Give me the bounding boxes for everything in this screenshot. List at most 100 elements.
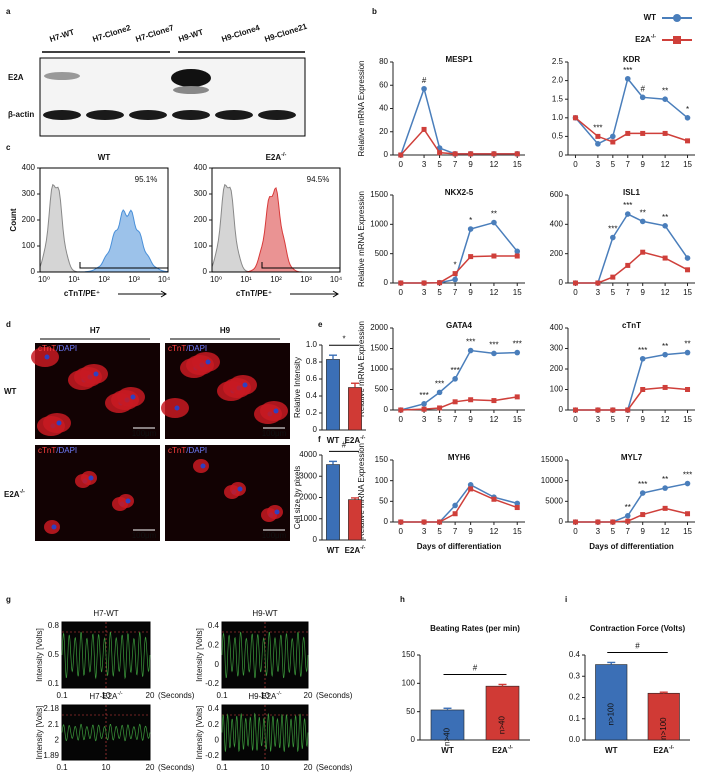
y-tick-label: 0.4	[208, 621, 220, 630]
x-tick-label: 12	[489, 415, 498, 424]
point	[685, 267, 691, 273]
y-tick-label: 100	[375, 476, 389, 485]
x-tick-label: E2A-/-	[345, 435, 366, 445]
x-tick-label: WT	[441, 746, 454, 755]
point	[398, 152, 404, 158]
x-tick-label: 7	[453, 288, 458, 297]
x-tick-label-base: E2A	[492, 746, 508, 755]
y-tick-label: 4000	[299, 450, 317, 459]
y-tick-label: 0	[559, 405, 564, 414]
flow-title: WT	[98, 153, 111, 162]
significance: ***	[419, 391, 428, 400]
y-axis-label: Relative mRNA Expression	[357, 443, 366, 539]
y-tick-label: 400	[550, 323, 564, 332]
bar	[326, 464, 340, 541]
stain-label: cTnT/DAPI	[168, 446, 207, 455]
nucleus	[51, 524, 57, 530]
point	[684, 480, 691, 487]
column-header: H7	[90, 326, 101, 335]
y-tick-label: 500	[375, 249, 389, 258]
point	[625, 407, 631, 413]
band	[258, 110, 296, 120]
y-tick-label: 60	[379, 80, 388, 89]
x-tick-label: 7	[453, 527, 458, 536]
y-tick-label: 200	[550, 249, 564, 258]
y-tick-label: 15000	[541, 455, 564, 464]
trace-signal	[221, 712, 309, 753]
chart-title: cTnT	[622, 321, 641, 330]
panel-label: g	[6, 595, 11, 604]
y-tick-label: 1.89	[43, 751, 59, 760]
point	[491, 496, 497, 502]
y-tick-label: 100	[550, 385, 564, 394]
significance: **	[662, 342, 668, 351]
x-tick-label: 3	[596, 160, 601, 169]
x-tick-label: 10¹	[240, 275, 252, 284]
point	[491, 151, 497, 157]
band	[172, 110, 210, 120]
point	[514, 151, 520, 157]
significance: ***	[513, 340, 522, 349]
y-tick-label: 0.5	[552, 132, 564, 141]
nucleus	[200, 463, 206, 469]
scale-label: 100μm	[132, 531, 157, 540]
flow-title: E2A-/-	[266, 152, 287, 162]
significance: **	[491, 210, 497, 219]
stain-label: cTnT/DAPI	[38, 446, 77, 455]
x-tick-label: 0.1	[56, 691, 68, 700]
point	[436, 389, 443, 396]
y-tick-label: 100	[22, 241, 36, 250]
trace-title: H7-WT	[93, 609, 118, 618]
bar	[326, 359, 340, 431]
significance: *	[342, 334, 345, 343]
blot-row-label: β-actin	[8, 110, 34, 119]
point	[398, 519, 404, 525]
point	[572, 407, 578, 413]
x-tick-label-base: E2A	[345, 546, 361, 555]
point	[684, 349, 691, 356]
point	[639, 218, 646, 225]
point	[662, 223, 668, 229]
y-tick-label: 5000	[545, 496, 563, 505]
point	[514, 253, 520, 259]
x-tick-label: 10	[261, 691, 270, 700]
y-tick-label: 1000	[370, 219, 388, 228]
y-tick-label: 2.5	[552, 57, 564, 66]
trace-signal	[61, 631, 151, 680]
x-tick-label: 7	[453, 160, 458, 169]
point	[610, 519, 616, 525]
y-tick-label: 3000	[299, 471, 317, 480]
y-tick-label: 0.4	[208, 704, 220, 713]
x-tick-label: 10¹	[68, 275, 80, 284]
y-tick-label: 0.6	[306, 374, 318, 383]
trace-title: H9-WT	[252, 609, 277, 618]
y-tick-label: 300	[22, 189, 36, 198]
point	[437, 405, 443, 411]
point	[610, 234, 616, 241]
x-tick-label: 10³	[300, 275, 312, 284]
legend-label-base: E2A	[635, 35, 651, 44]
nucleus	[205, 359, 211, 365]
series-line	[400, 86, 518, 156]
panel-label: f	[318, 435, 321, 444]
y-tick-label: 2.1	[48, 720, 60, 729]
significance: #	[473, 664, 478, 673]
scale-label: 100μm	[132, 429, 157, 438]
significance: ***	[450, 366, 459, 375]
x-tick-label: 7	[626, 160, 631, 169]
y-axis-label: Relative mRNA Expression	[357, 191, 366, 287]
legend-label-sup: -/-	[651, 34, 656, 40]
y-tick-label: 0	[559, 150, 564, 159]
y-tick-label: 1500	[370, 344, 388, 353]
x-tick-label: 3	[422, 288, 427, 297]
x-tick-label: 9	[468, 160, 473, 169]
y-tick-label: 0	[384, 278, 389, 287]
chart-title: ISL1	[623, 188, 640, 197]
y-tick-label: 0	[559, 517, 564, 526]
significance: #	[635, 642, 640, 651]
point	[491, 350, 497, 357]
band	[86, 110, 124, 120]
point	[421, 126, 427, 132]
point	[514, 500, 521, 507]
trace-title: H9-E2A-/-	[248, 691, 281, 701]
